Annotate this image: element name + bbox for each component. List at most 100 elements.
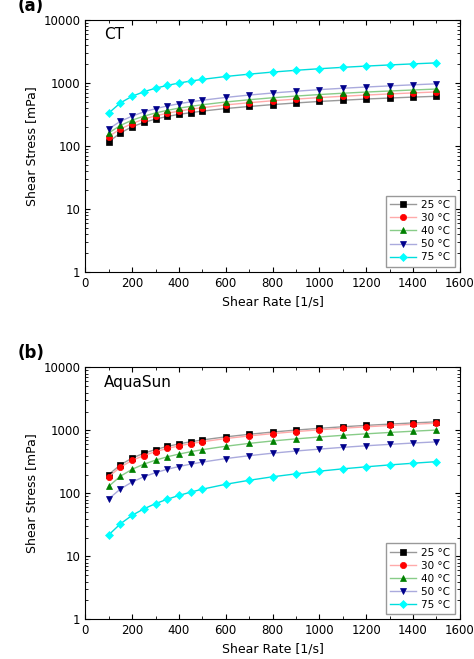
25 °C — [223, 105, 228, 113]
25 °C — [106, 471, 111, 478]
30 °C — [363, 91, 369, 99]
75 °C — [188, 488, 193, 496]
50 °C — [317, 445, 322, 453]
30 °C — [246, 99, 252, 107]
75 °C — [340, 465, 346, 473]
50 °C — [340, 444, 346, 451]
25 °C — [410, 419, 416, 427]
40 °C — [223, 98, 228, 106]
50 °C — [293, 447, 299, 455]
25 °C — [317, 424, 322, 432]
40 °C — [223, 442, 228, 450]
25 °C — [200, 107, 205, 115]
75 °C — [246, 476, 252, 484]
75 °C — [164, 496, 170, 503]
50 °C — [387, 82, 392, 90]
40 °C — [410, 427, 416, 435]
50 °C — [164, 465, 170, 473]
Y-axis label: Shear Stress [mPa]: Shear Stress [mPa] — [25, 86, 38, 206]
Legend: 25 °C, 30 °C, 40 °C, 50 °C, 75 °C: 25 °C, 30 °C, 40 °C, 50 °C, 75 °C — [386, 544, 455, 614]
Text: (b): (b) — [18, 345, 45, 362]
X-axis label: Shear Rate [1/s]: Shear Rate [1/s] — [222, 643, 323, 656]
25 °C — [153, 115, 158, 123]
75 °C — [129, 92, 135, 100]
30 °C — [200, 103, 205, 111]
30 °C — [223, 101, 228, 109]
25 °C — [164, 113, 170, 121]
30 °C — [434, 88, 439, 96]
40 °C — [153, 109, 158, 117]
50 °C — [317, 86, 322, 94]
Line: 75 °C: 75 °C — [106, 459, 439, 538]
30 °C — [129, 120, 135, 128]
25 °C — [410, 93, 416, 101]
75 °C — [434, 59, 439, 67]
50 °C — [129, 112, 135, 120]
25 °C — [270, 101, 275, 109]
40 °C — [434, 426, 439, 434]
40 °C — [363, 88, 369, 96]
25 °C — [387, 420, 392, 428]
Text: (a): (a) — [18, 0, 44, 14]
50 °C — [188, 98, 193, 106]
75 °C — [434, 458, 439, 466]
75 °C — [223, 72, 228, 80]
25 °C — [129, 123, 135, 130]
30 °C — [387, 422, 392, 430]
75 °C — [200, 75, 205, 83]
30 °C — [340, 92, 346, 100]
25 °C — [106, 138, 111, 146]
40 °C — [141, 112, 146, 120]
40 °C — [153, 456, 158, 464]
50 °C — [293, 87, 299, 95]
40 °C — [106, 129, 111, 137]
40 °C — [129, 465, 135, 473]
40 °C — [129, 116, 135, 124]
40 °C — [410, 86, 416, 94]
30 °C — [363, 423, 369, 431]
50 °C — [223, 94, 228, 101]
50 °C — [410, 81, 416, 89]
75 °C — [410, 459, 416, 467]
75 °C — [293, 67, 299, 74]
30 °C — [153, 112, 158, 120]
30 °C — [270, 430, 275, 438]
75 °C — [141, 88, 146, 96]
40 °C — [270, 437, 275, 445]
50 °C — [106, 495, 111, 503]
75 °C — [176, 79, 182, 87]
25 °C — [188, 438, 193, 445]
30 °C — [188, 440, 193, 447]
40 °C — [340, 89, 346, 97]
75 °C — [270, 68, 275, 76]
75 °C — [118, 520, 123, 528]
50 °C — [118, 485, 123, 493]
40 °C — [188, 102, 193, 110]
50 °C — [129, 478, 135, 486]
40 °C — [363, 430, 369, 438]
Line: 50 °C: 50 °C — [106, 439, 439, 502]
75 °C — [363, 62, 369, 70]
30 °C — [223, 434, 228, 442]
40 °C — [164, 453, 170, 461]
40 °C — [118, 473, 123, 480]
30 °C — [118, 125, 123, 133]
75 °C — [317, 65, 322, 72]
25 °C — [176, 440, 182, 448]
40 °C — [246, 96, 252, 103]
Line: 40 °C: 40 °C — [106, 86, 439, 136]
30 °C — [410, 420, 416, 428]
40 °C — [340, 432, 346, 440]
25 °C — [141, 119, 146, 127]
25 °C — [223, 433, 228, 441]
25 °C — [434, 92, 439, 100]
Legend: 25 °C, 30 °C, 40 °C, 50 °C, 75 °C: 25 °C, 30 °C, 40 °C, 50 °C, 75 °C — [386, 196, 455, 266]
25 °C — [293, 426, 299, 434]
50 °C — [246, 451, 252, 459]
30 °C — [387, 90, 392, 98]
50 °C — [270, 89, 275, 97]
50 °C — [246, 91, 252, 99]
75 °C — [106, 109, 111, 117]
30 °C — [188, 105, 193, 113]
50 °C — [270, 449, 275, 457]
